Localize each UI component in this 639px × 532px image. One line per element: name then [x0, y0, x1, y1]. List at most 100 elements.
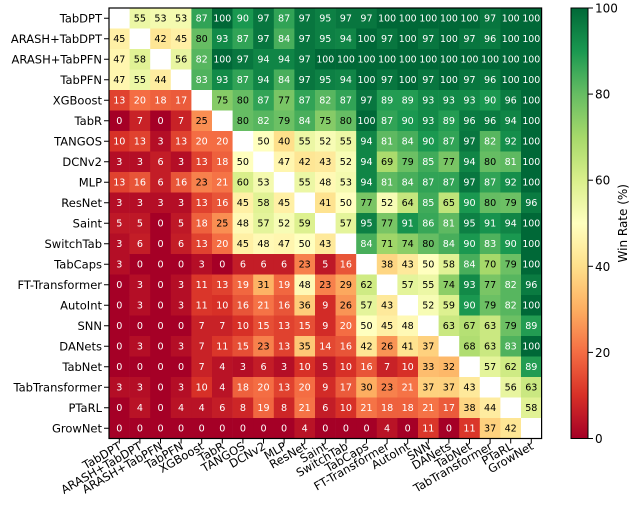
row-tick-label: PTaRL	[68, 401, 102, 415]
heatmap-cell	[459, 131, 481, 152]
row-tick-label: DANets	[59, 339, 102, 353]
cell-value-label: 43	[463, 383, 475, 394]
heatmap-cell	[397, 213, 419, 234]
cell-value-label: 53	[340, 178, 352, 189]
cell-value-label: 48	[402, 321, 414, 332]
cell-value-label: 97	[422, 75, 434, 86]
heatmap-cell	[253, 356, 275, 378]
heatmap-cell	[459, 213, 481, 234]
heatmap-cell	[170, 192, 192, 214]
heatmap-cell	[376, 110, 398, 132]
heatmap-cell	[418, 397, 439, 419]
heatmap-cell	[479, 254, 501, 275]
heatmap-cell	[232, 151, 254, 173]
cell-value-label: 94	[360, 157, 372, 168]
cell-value-label: 10	[216, 301, 228, 312]
cell-value-label: 52	[422, 301, 434, 312]
cell-value-label: 90	[463, 198, 475, 209]
heatmap-cell	[418, 172, 439, 193]
cell-value-label: 3	[137, 383, 143, 394]
heatmap-cell	[232, 8, 254, 29]
heatmap-cell	[376, 8, 398, 29]
cell-value-label: 89	[525, 321, 537, 332]
cell-value-label: 57	[340, 219, 352, 230]
cell-value-label: 92	[505, 137, 517, 148]
heatmap-cell	[212, 274, 233, 296]
heatmap-cell	[397, 192, 419, 214]
heatmap-cell	[335, 397, 357, 419]
heatmap-cell	[170, 356, 192, 378]
cell-value-label: 70	[484, 260, 496, 271]
cell-value-label: 3	[178, 301, 184, 312]
cell-value-label: 100	[440, 55, 458, 66]
heatmap-cell	[315, 274, 336, 296]
cell-value-label: 5	[322, 362, 328, 373]
row-tick-label: DCNv2	[62, 155, 102, 169]
heatmap-cell	[170, 151, 192, 173]
heatmap-cell	[418, 295, 439, 316]
heatmap-cell	[129, 49, 151, 70]
heatmap-cell	[356, 131, 378, 152]
cell-value-label: 100	[502, 14, 520, 25]
cell-value-label: 0	[446, 424, 452, 435]
heatmap-cell	[273, 69, 295, 91]
cell-value-label: 4	[137, 403, 143, 414]
cell-value-label: 0	[116, 301, 122, 312]
heatmap-cell	[521, 69, 542, 91]
heatmap-cell	[376, 151, 398, 173]
heatmap-cell	[232, 336, 254, 357]
heatmap-cell	[212, 172, 233, 193]
heatmap-cell	[479, 418, 501, 439]
cell-value-label: 6	[219, 403, 225, 414]
heatmap-cell	[315, 315, 336, 337]
cell-value-label: 94	[505, 116, 517, 127]
cell-value-label: 85	[422, 157, 434, 168]
heatmap-cell	[397, 336, 419, 357]
cell-value-label: 83	[505, 342, 517, 353]
cell-value-label: 0	[137, 260, 143, 271]
heatmap-cell	[191, 151, 213, 173]
heatmap-cell-empty	[438, 336, 460, 357]
cell-value-label: 26	[381, 342, 393, 353]
heatmap-cell	[376, 69, 398, 91]
heatmap-cell	[376, 172, 398, 193]
cell-value-label: 74	[402, 239, 414, 250]
heatmap-cell	[418, 233, 439, 255]
cell-value-label: 0	[157, 342, 163, 353]
cell-value-label: 3	[116, 260, 122, 271]
cell-value-label: 80	[237, 116, 249, 127]
cell-value-label: 20	[216, 239, 228, 250]
heatmap-cell-empty	[129, 28, 151, 50]
heatmap-cell	[170, 28, 192, 50]
heatmap-cell	[397, 69, 419, 91]
cell-value-label: 87	[299, 96, 311, 107]
cell-value-label: 13	[278, 342, 290, 353]
heatmap-cell	[356, 315, 378, 337]
heatmap-cell	[232, 315, 254, 337]
heatmap-cell	[479, 233, 501, 255]
heatmap-cell	[170, 110, 192, 132]
cell-value-label: 84	[463, 260, 475, 271]
cell-value-label: 7	[199, 342, 205, 353]
heatmap-cell	[335, 295, 357, 316]
heatmap-cell	[418, 418, 439, 439]
cell-value-label: 100	[440, 75, 458, 86]
cell-value-label: 94	[360, 178, 372, 189]
cell-value-label: 95	[319, 75, 331, 86]
heatmap-cell	[459, 192, 481, 214]
heatmap-cell-empty	[253, 151, 275, 173]
heatmap-cell	[479, 90, 501, 111]
cell-value-label: 9	[322, 301, 328, 312]
cell-value-label: 45	[237, 239, 249, 250]
heatmap-cell	[356, 28, 378, 50]
heatmap-cell	[212, 8, 233, 29]
cell-value-label: 18	[216, 157, 228, 168]
cell-value-label: 43	[402, 260, 414, 271]
heatmap-cell	[170, 49, 192, 70]
heatmap-cell	[170, 418, 192, 439]
cell-value-label: 77	[484, 280, 496, 291]
heatmap-cell	[129, 356, 151, 378]
heatmap-cell-empty	[397, 295, 419, 316]
heatmap-cell	[500, 254, 522, 275]
cell-value-label: 94	[505, 219, 517, 230]
